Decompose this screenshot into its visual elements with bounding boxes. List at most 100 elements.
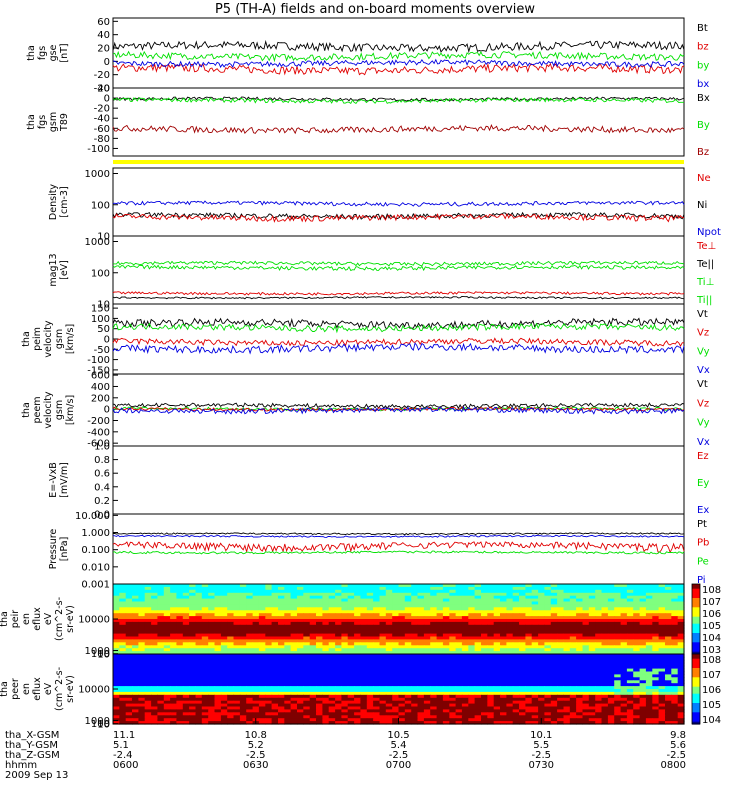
heatmap-cell: [455, 584, 463, 588]
heatmap-cell: [201, 721, 209, 725]
y-axis-label: gsm: [54, 329, 65, 349]
heatmap-cell: [170, 689, 177, 693]
heatmap-cell: [366, 607, 374, 611]
heatmap-cell: [201, 665, 209, 670]
heatmap-cell: [157, 642, 165, 646]
heatmap-cell: [195, 691, 203, 696]
heatmap-cell: [392, 595, 400, 600]
y-tick-label: 100: [91, 649, 110, 660]
heatmap-cell: [538, 709, 545, 713]
heatmap-cell: [614, 630, 622, 635]
heatmap-cell: [633, 651, 641, 655]
heatmap-cell: [284, 671, 292, 675]
heatmap-cell: [271, 721, 279, 725]
heatmap-cell: [354, 642, 361, 646]
heatmap-cell: [373, 700, 380, 705]
heatmap-cell: [360, 633, 368, 638]
heatmap-cell: [442, 686, 450, 690]
heatmap-cell: [423, 706, 431, 710]
heatmap-cell: [665, 636, 672, 640]
heatmap-cell: [487, 709, 495, 713]
heatmap-cell: [201, 624, 209, 629]
heatmap-cell: [163, 680, 171, 684]
heatmap-cell: [398, 601, 406, 605]
heatmap-cell: [176, 586, 184, 591]
heatmap-cell: [303, 648, 311, 652]
heatmap-cell: [500, 680, 507, 684]
heatmap-cell: [189, 677, 196, 681]
heatmap-cell: [569, 604, 577, 608]
heatmap-cell: [569, 616, 577, 620]
heatmap-cell: [163, 718, 171, 722]
heatmap-cell: [214, 601, 222, 605]
heatmap-cell: [658, 648, 666, 652]
heatmap-cell: [601, 668, 609, 673]
heatmap-cell: [252, 694, 260, 699]
heatmap-cell: [398, 651, 406, 655]
heatmap-cell: [411, 598, 419, 603]
heatmap-cell: [195, 601, 203, 605]
heatmap-cell: [290, 624, 298, 629]
panel-frame: [112, 87, 685, 157]
heatmap-cell: [239, 627, 247, 632]
heatmap-cell: [455, 616, 463, 620]
heatmap-cell: [335, 703, 342, 708]
heatmap-cell: [208, 595, 216, 600]
heatmap-cell: [550, 592, 558, 597]
heatmap-cell: [278, 613, 285, 617]
heatmap-cell: [208, 665, 216, 670]
heatmap-cell: [468, 654, 476, 658]
heatmap-cell: [519, 648, 526, 652]
heatmap-cell: [500, 715, 507, 719]
heatmap-cell: [607, 697, 615, 702]
heatmap-cell: [481, 712, 488, 716]
heatmap-cell: [233, 712, 241, 716]
heatmap-cell: [512, 584, 520, 588]
heatmap-cell: [316, 610, 323, 614]
heatmap-cell: [163, 674, 171, 678]
heatmap-cell: [506, 712, 514, 716]
heatmap-cell: [227, 654, 235, 658]
heatmap-cell: [201, 700, 209, 705]
heatmap-cell: [252, 584, 260, 588]
heatmap-cell: [563, 697, 571, 702]
heatmap-cell: [493, 616, 501, 620]
heatmap-cell: [461, 624, 469, 629]
heatmap-cell: [170, 677, 177, 681]
heatmap-cell: [316, 651, 323, 655]
heatmap-cell: [138, 624, 146, 629]
heatmap-cell: [411, 586, 419, 591]
heatmap-cell: [322, 595, 330, 600]
heatmap-cell: [208, 642, 216, 646]
heatmap-cell: [151, 700, 158, 705]
heatmap-cell: [417, 654, 425, 658]
heatmap-cell: [392, 668, 400, 673]
y-axis-label: [mV/m]: [59, 462, 70, 498]
heatmap-cell: [271, 648, 279, 652]
heatmap-cell: [563, 706, 571, 710]
heatmap-cell: [525, 604, 533, 608]
heatmap-cell: [265, 691, 273, 696]
heatmap-cell: [246, 686, 254, 690]
heatmap-cell: [182, 627, 190, 632]
colorbar-tick: 106: [702, 685, 721, 696]
heatmap-cell: [366, 715, 374, 719]
heatmap-cell: [170, 598, 177, 603]
heatmap-cell: [557, 668, 564, 673]
heatmap-cell: [144, 619, 152, 623]
heatmap-cell: [322, 651, 330, 655]
heatmap-cell: [633, 665, 641, 670]
heatmap-cell: [341, 592, 349, 597]
heatmap-cell: [614, 584, 622, 588]
heatmap-cell: [538, 584, 545, 588]
heatmap-cell: [582, 639, 590, 643]
heatmap-cell: [468, 706, 476, 710]
heatmap-cell: [455, 706, 463, 710]
heatmap-cell: [512, 689, 520, 693]
y-axis-label: Density: [48, 184, 59, 220]
heatmap-cell: [170, 607, 177, 611]
heatmap-cell: [601, 589, 609, 594]
heatmap-cell: [366, 645, 374, 649]
heatmap-cell: [671, 697, 679, 702]
heatmap-cell: [195, 674, 203, 678]
